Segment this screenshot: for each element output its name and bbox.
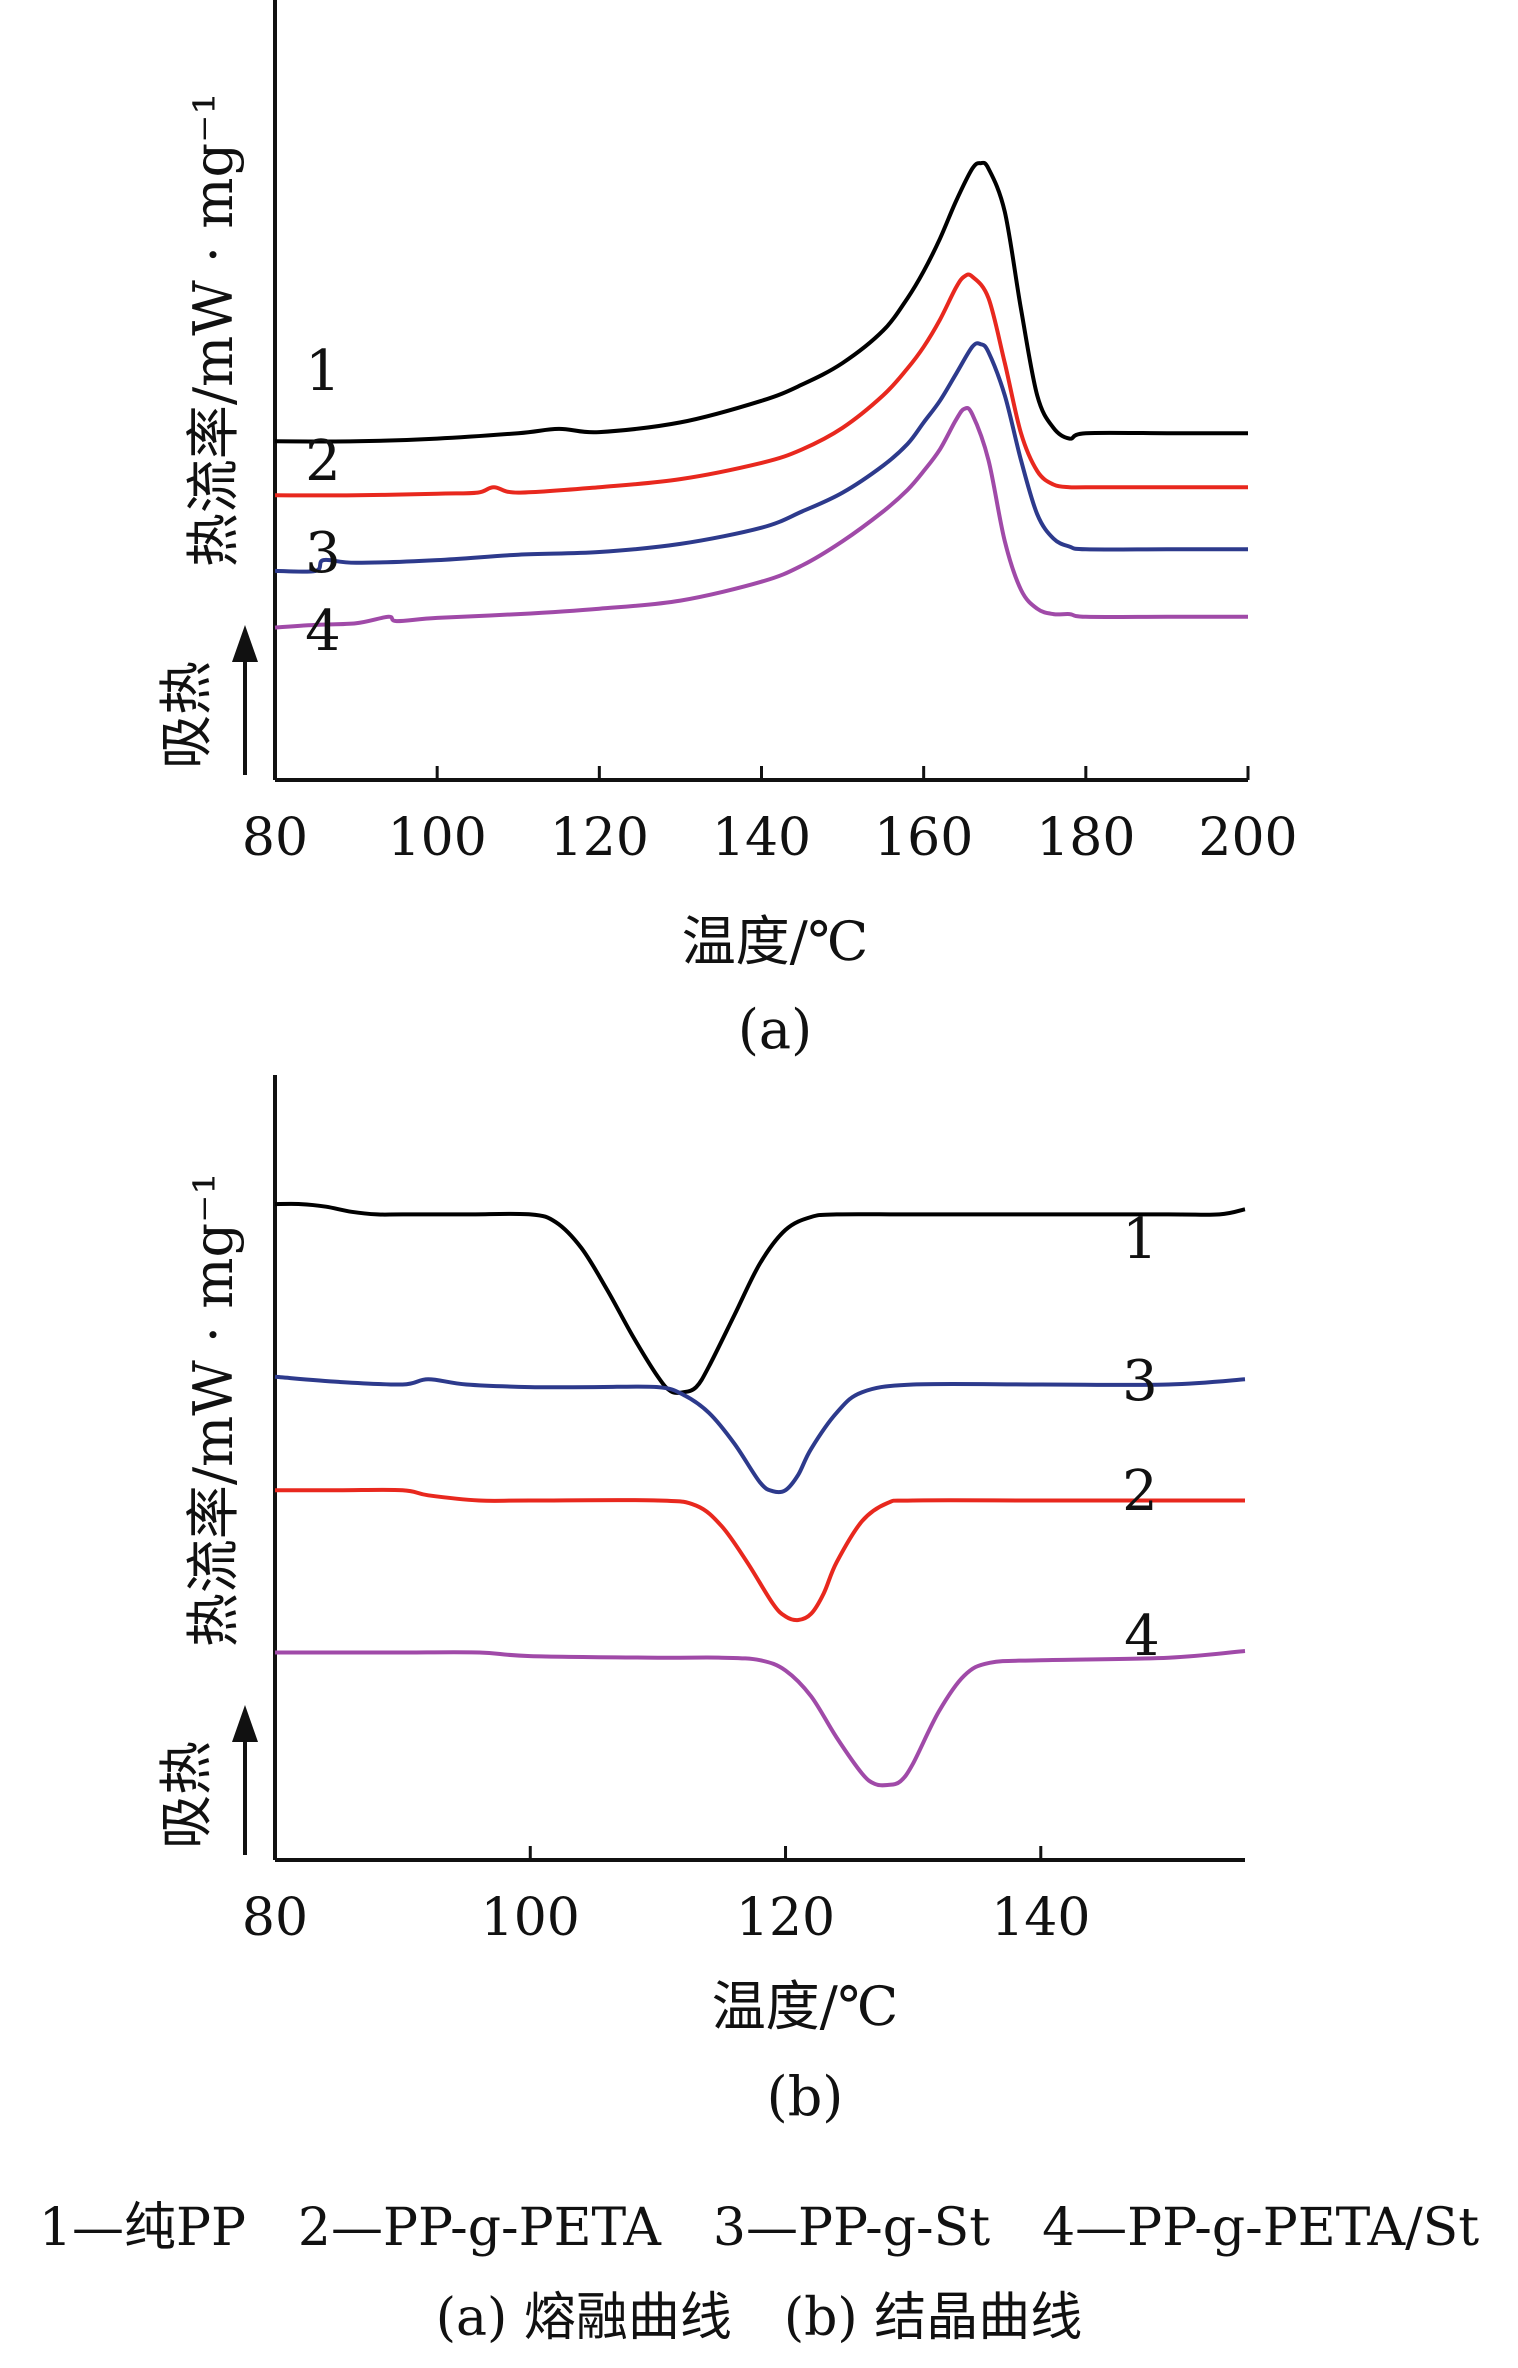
x-tick-label: 120 (550, 808, 649, 868)
series-line-2 (275, 1487, 1245, 1623)
series-line-4 (275, 1649, 1246, 1788)
x-tick-label: 160 (874, 808, 973, 868)
series-line-2 (274, 272, 1248, 498)
series-line-3 (274, 341, 1248, 574)
up-arrow-icon-b (232, 1705, 258, 1855)
up-arrow-icon-a (232, 625, 258, 775)
direction-label-b: 吸热 (155, 1741, 218, 1849)
y-axis-label-a: 热流率/mW · mg⁻¹ (182, 93, 245, 567)
x-tick-label: 140 (991, 1888, 1090, 1948)
series-label-1: 1 (305, 339, 341, 404)
series-label-1: 1 (1122, 1207, 1158, 1272)
x-tick-label: 140 (712, 808, 811, 868)
panel-label-a: (a) (738, 998, 812, 1061)
x-tick-label: 80 (242, 808, 308, 868)
series-line-1 (274, 1201, 1246, 1395)
direction-label-a: 吸热 (155, 661, 218, 769)
series-label-3: 3 (305, 521, 341, 586)
panel-caption: (a) 熔融曲线 (b) 结晶曲线 (435, 2288, 1083, 2348)
x-tick-label: 120 (736, 1888, 835, 1948)
series-label-2: 2 (1122, 1459, 1158, 1524)
y-axis-label-b: 热流率/mW · mg⁻¹ (182, 1173, 245, 1647)
x-tick-label: 80 (242, 1888, 308, 1948)
chart-panel-b: 80 100 120 140 1 3 2 4 热流率/mW · mg⁻¹ 吸热 温度/℃ (… (155, 1075, 1246, 2128)
panel-label-b: (b) (767, 2065, 844, 2128)
x-tick-label: 100 (388, 808, 487, 868)
x-tick-label: 180 (1036, 808, 1135, 868)
series-label-4: 4 (305, 599, 341, 664)
series-line-3 (274, 1374, 1246, 1495)
series-label-3: 3 (1122, 1349, 1158, 1414)
series-line-1 (274, 160, 1248, 444)
series-line-4 (274, 405, 1248, 630)
x-axis-label-a: 温度/℃ (682, 910, 869, 973)
x-axis-label-b: 温度/℃ (712, 1975, 899, 2038)
series-label-4: 4 (1124, 1604, 1160, 1669)
series-label-2: 2 (305, 429, 341, 494)
x-tick-label: 200 (1198, 808, 1297, 868)
x-tick-label: 100 (481, 1888, 580, 1948)
series-legend-caption: 1—纯PP 2—PP-g-PETA 3—PP-g-St 4—PP-g-PETA/… (38, 2198, 1480, 2258)
